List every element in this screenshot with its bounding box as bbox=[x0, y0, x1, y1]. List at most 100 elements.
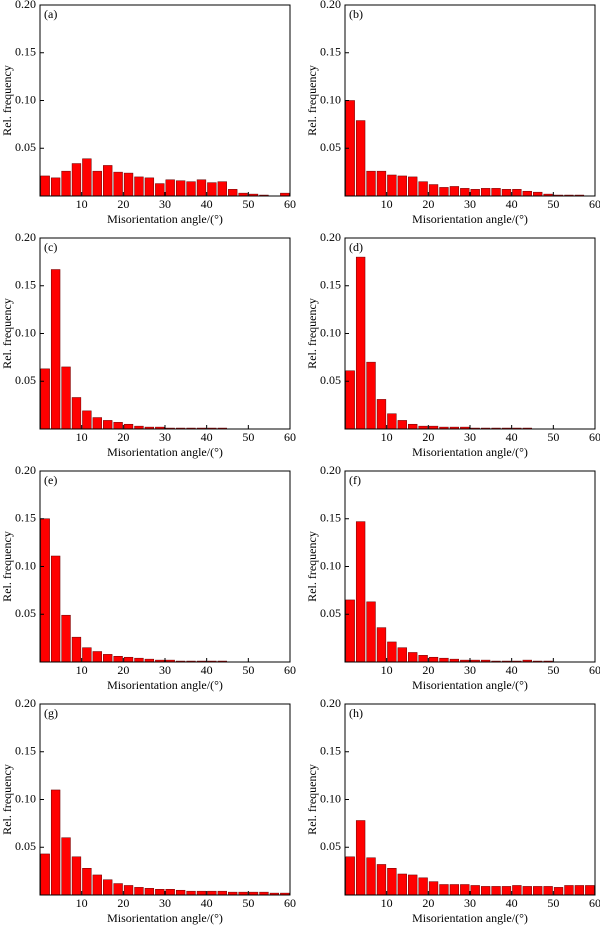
bar bbox=[480, 886, 491, 896]
bar bbox=[543, 886, 553, 896]
y-tick-label: 0.05 bbox=[15, 140, 36, 154]
y-tick-label: 0.20 bbox=[320, 463, 341, 477]
y-tick-label: 0.15 bbox=[15, 45, 36, 59]
x-tick-label: 60 bbox=[589, 663, 600, 677]
x-tick-label: 10 bbox=[381, 896, 393, 910]
bar bbox=[92, 874, 102, 896]
bar bbox=[491, 886, 501, 896]
bar bbox=[366, 857, 376, 896]
bar bbox=[345, 599, 355, 663]
y-tick-label: 0.05 bbox=[15, 606, 36, 620]
bar bbox=[428, 656, 439, 663]
y-tick-label: 0.10 bbox=[320, 325, 341, 339]
bar bbox=[175, 889, 186, 896]
bar bbox=[480, 188, 491, 197]
panel-label: (g) bbox=[44, 706, 58, 720]
panel-label: (e) bbox=[44, 473, 57, 487]
bar bbox=[134, 657, 144, 663]
x-tick-label: 50 bbox=[547, 896, 559, 910]
x-tick-label: 60 bbox=[589, 197, 600, 211]
bar bbox=[40, 853, 50, 896]
bar bbox=[564, 885, 574, 896]
bar bbox=[387, 641, 397, 663]
bar bbox=[355, 521, 366, 663]
bar bbox=[376, 627, 387, 663]
bar bbox=[387, 868, 397, 896]
bar bbox=[376, 170, 387, 197]
bar bbox=[40, 175, 50, 197]
bar bbox=[40, 368, 50, 430]
y-tick-label: 0.10 bbox=[320, 791, 341, 805]
y-tick-label: 0.20 bbox=[320, 696, 341, 710]
x-tick-label: 50 bbox=[242, 663, 254, 677]
bar bbox=[512, 885, 522, 896]
bar bbox=[103, 420, 113, 430]
bar bbox=[439, 657, 449, 663]
bar bbox=[155, 183, 165, 197]
bar bbox=[123, 172, 134, 197]
plot-frame bbox=[39, 470, 291, 663]
bar bbox=[50, 269, 61, 430]
bar bbox=[574, 885, 585, 896]
x-tick-label: 40 bbox=[201, 896, 213, 910]
y-tick-label: 0.05 bbox=[320, 606, 341, 620]
y-tick-label: 0.05 bbox=[320, 140, 341, 154]
y-tick-label: 0.10 bbox=[15, 558, 36, 572]
x-axis-label: Misorientation angle/(°) bbox=[107, 445, 223, 459]
bar bbox=[103, 879, 113, 896]
x-tick-label: 50 bbox=[547, 663, 559, 677]
y-tick-label: 0.05 bbox=[320, 373, 341, 387]
y-tick-label: 0.10 bbox=[15, 325, 36, 339]
x-tick-label: 60 bbox=[589, 896, 600, 910]
bar bbox=[207, 890, 217, 896]
bar bbox=[82, 647, 92, 663]
y-tick-label: 0.10 bbox=[15, 92, 36, 106]
x-tick-label: 60 bbox=[284, 663, 296, 677]
x-tick-label: 50 bbox=[242, 430, 254, 444]
x-tick-label: 30 bbox=[159, 896, 171, 910]
bar bbox=[355, 820, 366, 896]
y-tick-label: 0.15 bbox=[320, 278, 341, 292]
bar bbox=[186, 181, 196, 197]
x-tick-label: 30 bbox=[464, 430, 476, 444]
bar bbox=[61, 837, 71, 896]
bar bbox=[113, 422, 123, 430]
panel-label: (d) bbox=[349, 240, 363, 254]
bar bbox=[345, 370, 355, 430]
bar bbox=[449, 884, 460, 896]
bar bbox=[355, 120, 366, 197]
x-tick-label: 20 bbox=[117, 197, 129, 211]
bar bbox=[217, 890, 227, 896]
bar bbox=[196, 179, 207, 197]
bar bbox=[71, 397, 82, 430]
x-tick-label: 30 bbox=[464, 896, 476, 910]
bar bbox=[533, 886, 543, 896]
bar bbox=[449, 186, 460, 197]
x-axis-label: Misorientation angle/(°) bbox=[412, 445, 528, 459]
bar bbox=[228, 189, 238, 197]
bar bbox=[533, 191, 543, 197]
x-tick-label: 10 bbox=[76, 896, 88, 910]
y-axis-label: Rel. frequency bbox=[305, 531, 319, 602]
bar bbox=[376, 399, 387, 430]
y-axis-label: Rel. frequency bbox=[0, 764, 14, 835]
y-tick-label: 0.15 bbox=[320, 45, 341, 59]
x-tick-label: 10 bbox=[76, 663, 88, 677]
bar bbox=[71, 856, 82, 896]
bar bbox=[366, 170, 376, 197]
bar bbox=[175, 180, 186, 197]
bar bbox=[123, 885, 134, 896]
x-tick-label: 20 bbox=[117, 896, 129, 910]
bar bbox=[113, 883, 123, 896]
x-tick-label: 20 bbox=[422, 896, 434, 910]
x-tick-label: 30 bbox=[464, 197, 476, 211]
x-tick-label: 30 bbox=[464, 663, 476, 677]
y-tick-label: 0.20 bbox=[15, 230, 36, 244]
bar bbox=[408, 423, 418, 430]
bar bbox=[123, 656, 134, 663]
bar bbox=[92, 417, 102, 430]
bar bbox=[522, 190, 532, 197]
x-tick-label: 20 bbox=[117, 663, 129, 677]
bar bbox=[123, 423, 134, 430]
bar bbox=[144, 177, 155, 197]
